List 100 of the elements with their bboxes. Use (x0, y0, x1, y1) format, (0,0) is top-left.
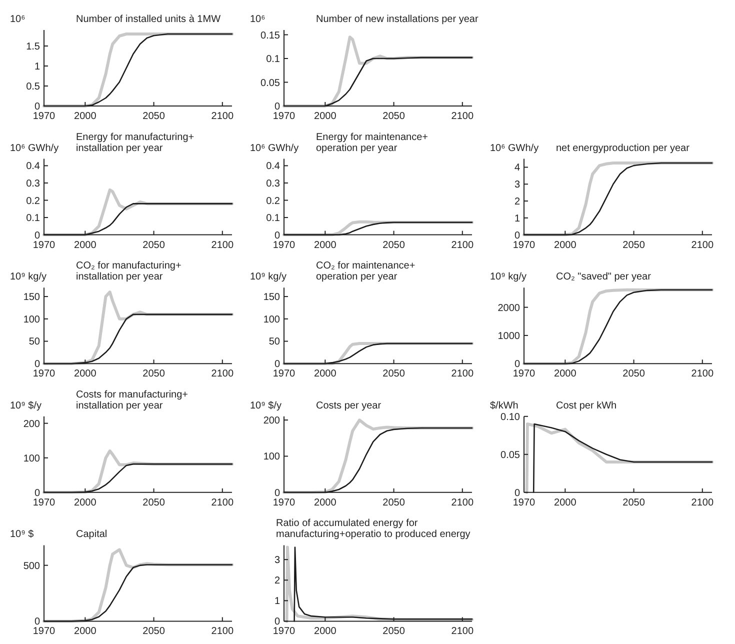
x-tick-label: 2000 (314, 626, 337, 638)
y-axis-title: 10⁶ GWh/y (490, 142, 539, 154)
y-tick-label: 0.2 (266, 196, 280, 207)
x-tick-label: 2100 (451, 497, 474, 508)
y-tick-label: 0.15 (260, 30, 280, 42)
x-tick-label: 2050 (142, 240, 166, 251)
x-tick-label: 2100 (211, 626, 234, 638)
y-tick-label: 0 (514, 359, 520, 370)
x-tick-label: 2100 (211, 111, 234, 122)
y-tick-label: 0 (274, 616, 280, 628)
y-tick-label: 100 (23, 314, 40, 326)
chart-title: CO₂ "saved" per year (556, 272, 652, 283)
y-tick-label: 1 (274, 596, 280, 608)
y-tick-label: 0 (274, 488, 280, 499)
x-tick-label: 2000 (74, 368, 97, 380)
x-tick-label: 2000 (314, 240, 337, 251)
x-tick-label: 2050 (622, 497, 646, 508)
x-tick-label: 2050 (622, 368, 646, 380)
x-tick-label: 2050 (142, 368, 166, 380)
chart-title: Costs for manufacturing+ installation per year (76, 389, 188, 412)
y-axis-title: 10⁶ (250, 14, 266, 25)
x-tick-label: 2000 (74, 497, 97, 508)
y-tick-label: 0 (514, 230, 520, 242)
x-tick-label: 2050 (622, 240, 646, 251)
x-tick-label: 1970 (32, 368, 56, 380)
y-tick-label: 150 (23, 292, 40, 304)
x-tick-label: 1970 (272, 497, 296, 508)
chart-title: Costs per year (316, 400, 382, 412)
x-tick-label: 2100 (211, 368, 234, 380)
x-tick-label: 2000 (554, 497, 577, 508)
y-tick-label: 0.4 (266, 161, 280, 172)
x-tick-label: 2100 (451, 368, 474, 380)
y-axis-title: 10⁹ $/y (250, 400, 282, 412)
x-tick-label: 2100 (211, 497, 234, 508)
y-tick-label: 0.05 (260, 78, 280, 89)
y-tick-label: 500 (23, 560, 40, 572)
y-tick-label: 1.5 (26, 42, 40, 52)
y-tick-label: 0.1 (266, 213, 280, 224)
x-tick-label: 2050 (142, 497, 166, 508)
x-tick-label: 2000 (314, 368, 337, 380)
y-tick-label: 0 (34, 616, 40, 628)
x-tick-label: 2100 (691, 497, 714, 508)
x-tick-label: 2050 (142, 626, 166, 638)
x-tick-label: 2000 (74, 240, 97, 251)
y-axis-title: $/kWh (490, 400, 518, 412)
y-tick-label: 0 (34, 359, 40, 370)
y-tick-label: 100 (23, 453, 40, 464)
chart-title: Energy for maintenance+ operation per year (316, 132, 428, 154)
x-tick-label: 1970 (512, 368, 536, 380)
y-tick-label: 1000 (498, 330, 520, 342)
y-tick-label: 150 (263, 292, 280, 304)
y-tick-label: 3 (274, 555, 280, 566)
y-tick-label: 200 (23, 418, 40, 430)
x-tick-label: 1970 (32, 240, 56, 251)
y-tick-label: 0.10 (500, 412, 520, 423)
chart-title: Capital (76, 529, 108, 540)
x-tick-label: 2000 (74, 111, 97, 122)
y-axis-title: 10⁹ kg/y (490, 272, 527, 283)
x-tick-label: 2000 (314, 497, 337, 508)
y-tick-label: 4 (514, 162, 520, 174)
chart-title: Number of new installations per year (316, 14, 479, 25)
y-tick-label: 200 (263, 416, 280, 427)
y-tick-label: 2000 (498, 302, 520, 314)
x-tick-label: 2050 (142, 111, 166, 122)
y-axis-title: 10⁹ $ (10, 529, 34, 540)
y-axis-title: 10⁹ $/y (10, 400, 42, 412)
y-tick-label: 2 (514, 196, 520, 208)
x-tick-label: 1970 (272, 111, 296, 122)
x-tick-label: 2050 (382, 368, 406, 380)
y-tick-label: 0.1 (266, 54, 280, 65)
y-tick-label: 100 (263, 452, 280, 463)
y-tick-label: 3 (514, 180, 520, 191)
y-axis-title: 10⁶ GWh/y (10, 142, 59, 154)
chart-title: CO₂ for maintenance+ operation per year (316, 260, 416, 283)
y-axis-title: 10⁶ GWh/y (250, 142, 299, 154)
y-tick-label: 0.05 (500, 450, 520, 461)
y-tick-label: 0 (274, 230, 280, 242)
y-tick-label: 0.4 (26, 161, 40, 172)
y-tick-label: 1 (34, 62, 40, 72)
chart-title: Number of installed units à 1MW (76, 14, 222, 25)
y-tick-label: 0.5 (26, 82, 40, 92)
x-tick-label: 1970 (272, 240, 296, 251)
x-tick-label: 1970 (32, 111, 56, 122)
y-tick-label: 0 (34, 230, 40, 242)
y-tick-label: 1 (514, 213, 520, 224)
x-tick-label: 1970 (272, 626, 296, 638)
chart-title: net energyproduction per year (556, 142, 690, 154)
x-tick-label: 2000 (554, 368, 577, 380)
x-tick-label: 2000 (554, 240, 577, 251)
y-tick-label: 0 (274, 359, 280, 370)
x-tick-label: 1970 (32, 626, 56, 638)
y-tick-label: 50 (28, 336, 40, 348)
x-tick-label: 2050 (382, 626, 406, 638)
x-tick-label: 2100 (451, 626, 474, 638)
x-tick-label: 2000 (74, 626, 97, 638)
x-tick-label: 2050 (382, 497, 406, 508)
x-tick-label: 2100 (691, 240, 714, 251)
chart-title: Energy for manufacturing+ installation per year (76, 132, 194, 154)
y-tick-label: 0.3 (266, 178, 280, 190)
y-axis-title: 10⁹ kg/y (250, 272, 287, 283)
